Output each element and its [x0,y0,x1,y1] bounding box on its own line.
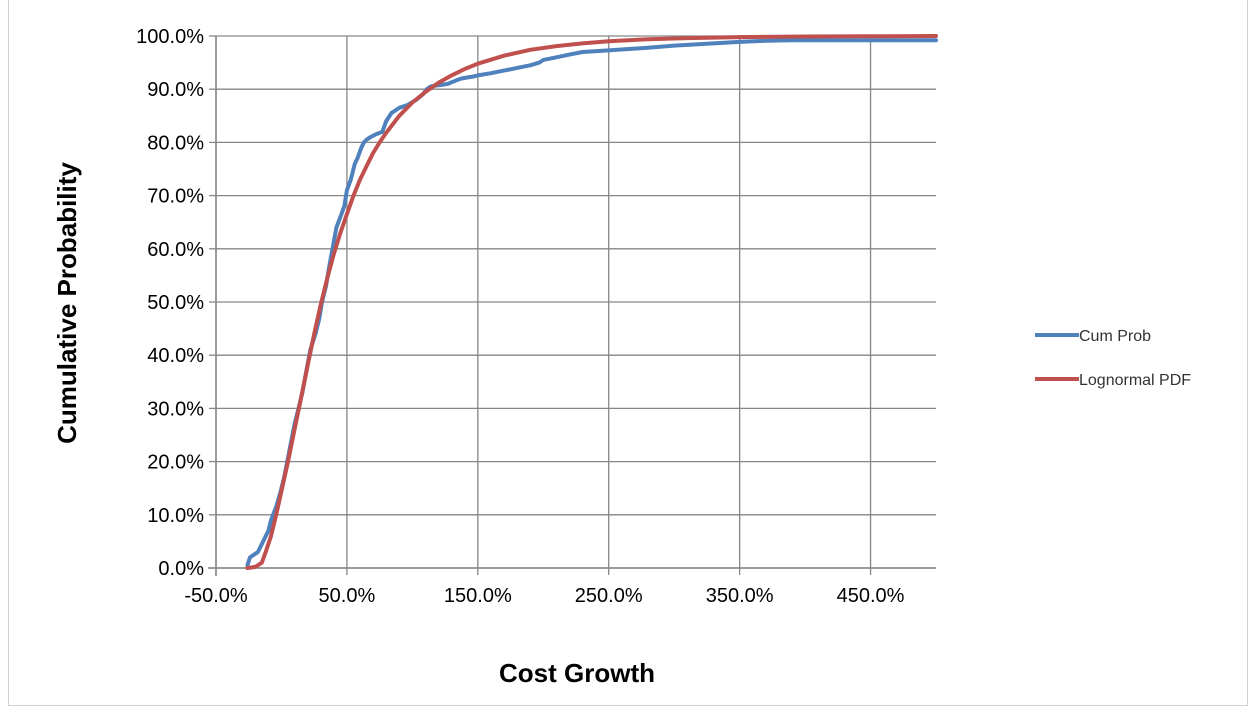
series-line-lognormal-pdf [245,34,938,570]
legend: Cum Prob Lognormal PDF [1035,328,1191,389]
x-axis-title: Cost Growth [499,658,655,688]
y-tick-label: 30.0% [147,398,204,420]
y-axis-title: Cumulative Probability [52,162,82,444]
legend-label: Lognormal PDF [1079,372,1191,389]
y-tick-label: 80.0% [147,132,204,154]
x-tick-label: 350.0% [706,585,774,607]
y-tick-label: 40.0% [147,345,204,367]
y-tick-label: 90.0% [147,79,204,101]
series-lines [245,34,938,570]
chart-frame [8,0,1248,706]
x-tick-labels: -50.0% 50.0% 150.0% 250.0% 350.0% 450.0% [184,585,904,607]
x-tick-label: -50.0% [184,585,248,607]
legend-label: Cum Prob [1079,328,1151,345]
x-tick-label: 450.0% [837,585,905,607]
axes [208,35,936,576]
y-tick-label: 70.0% [147,186,204,208]
series-line-cum-prob [245,38,938,568]
y-tick-label: 100.0% [136,26,204,48]
x-tick-label: 250.0% [575,585,643,607]
x-tick-label: 150.0% [444,585,512,607]
y-tick-labels: 0.0% 10.0% 20.0% 30.0% 40.0% 50.0% 60.0% 70.0% 8… [136,26,204,580]
y-tick-label: 50.0% [147,292,204,314]
y-tick-label: 60.0% [147,239,204,261]
y-tick-label: 20.0% [147,452,204,474]
y-tick-label: 0.0% [158,558,204,580]
y-tick-label: 10.0% [147,505,204,527]
x-tick-label: 50.0% [319,585,376,607]
